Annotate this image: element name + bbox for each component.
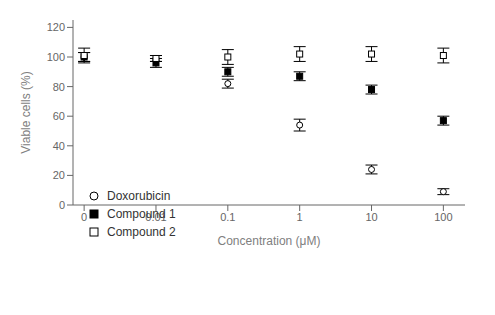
svg-text:10: 10: [365, 211, 377, 223]
svg-text:60: 60: [53, 110, 65, 122]
svg-text:100: 100: [434, 211, 452, 223]
svg-text:100: 100: [47, 51, 65, 63]
svg-text:Concentration (μM): Concentration (μM): [218, 234, 321, 248]
svg-text:20: 20: [53, 169, 65, 181]
svg-text:1: 1: [297, 211, 303, 223]
svg-text:40: 40: [53, 140, 65, 152]
svg-text:Viable cells (%): Viable cells (%): [19, 71, 33, 153]
svg-text:80: 80: [53, 81, 65, 93]
svg-text:0.1: 0.1: [220, 211, 235, 223]
svg-text:0: 0: [59, 199, 65, 211]
svg-text:0.01: 0.01: [145, 211, 166, 223]
svg-text:120: 120: [47, 21, 65, 33]
svg-text:0: 0: [81, 211, 87, 223]
